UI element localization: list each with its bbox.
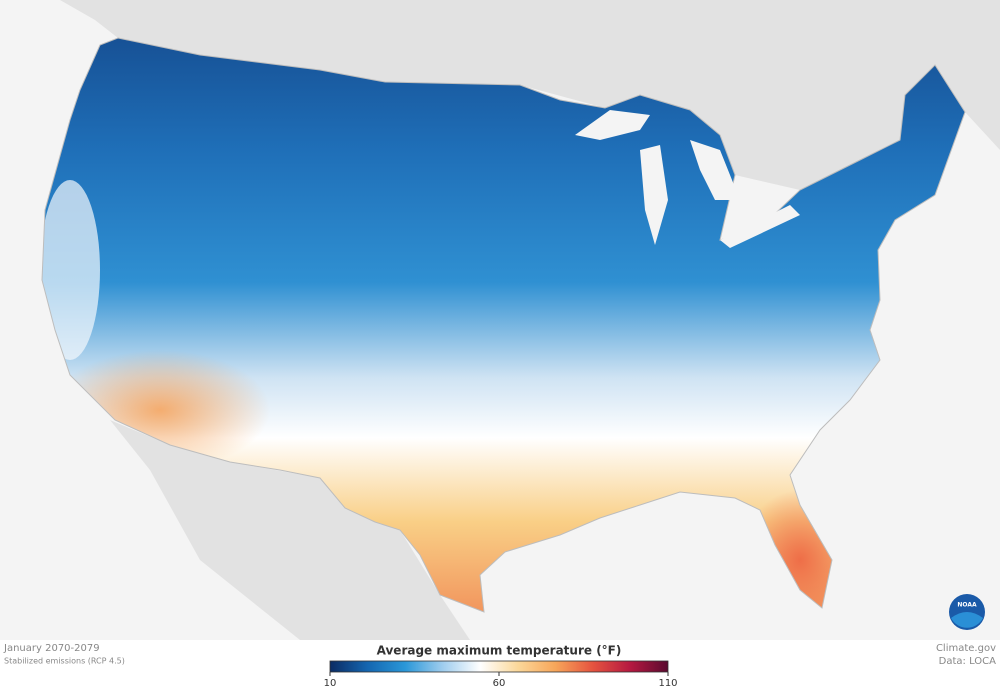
color-bar — [329, 660, 669, 673]
mexico — [110, 420, 470, 640]
period: January 2070-2079 — [3, 643, 100, 654]
lake-superior — [575, 110, 650, 140]
color-bar-ticks: 10 60 110 — [324, 672, 678, 689]
lake-michigan — [640, 145, 668, 245]
source: Climate.gov — [936, 643, 996, 654]
coastal-california — [42, 180, 100, 360]
tick-label: 10 — [324, 678, 337, 689]
legend-title: Average maximum temperature (°F) — [377, 644, 622, 658]
noaa-logo-wave — [951, 612, 983, 628]
canada — [60, 0, 1000, 190]
lake-huron — [690, 140, 740, 200]
data-credit: Data: LOCA — [939, 656, 996, 667]
tick-label: 60 — [493, 678, 506, 689]
logo-text: NOAA — [957, 602, 977, 609]
tick-label: 110 — [658, 678, 677, 689]
lake-erie — [720, 205, 800, 248]
scenario: Stabilized emissions (RCP 4.5) — [4, 657, 125, 666]
great-lakes — [575, 110, 800, 248]
